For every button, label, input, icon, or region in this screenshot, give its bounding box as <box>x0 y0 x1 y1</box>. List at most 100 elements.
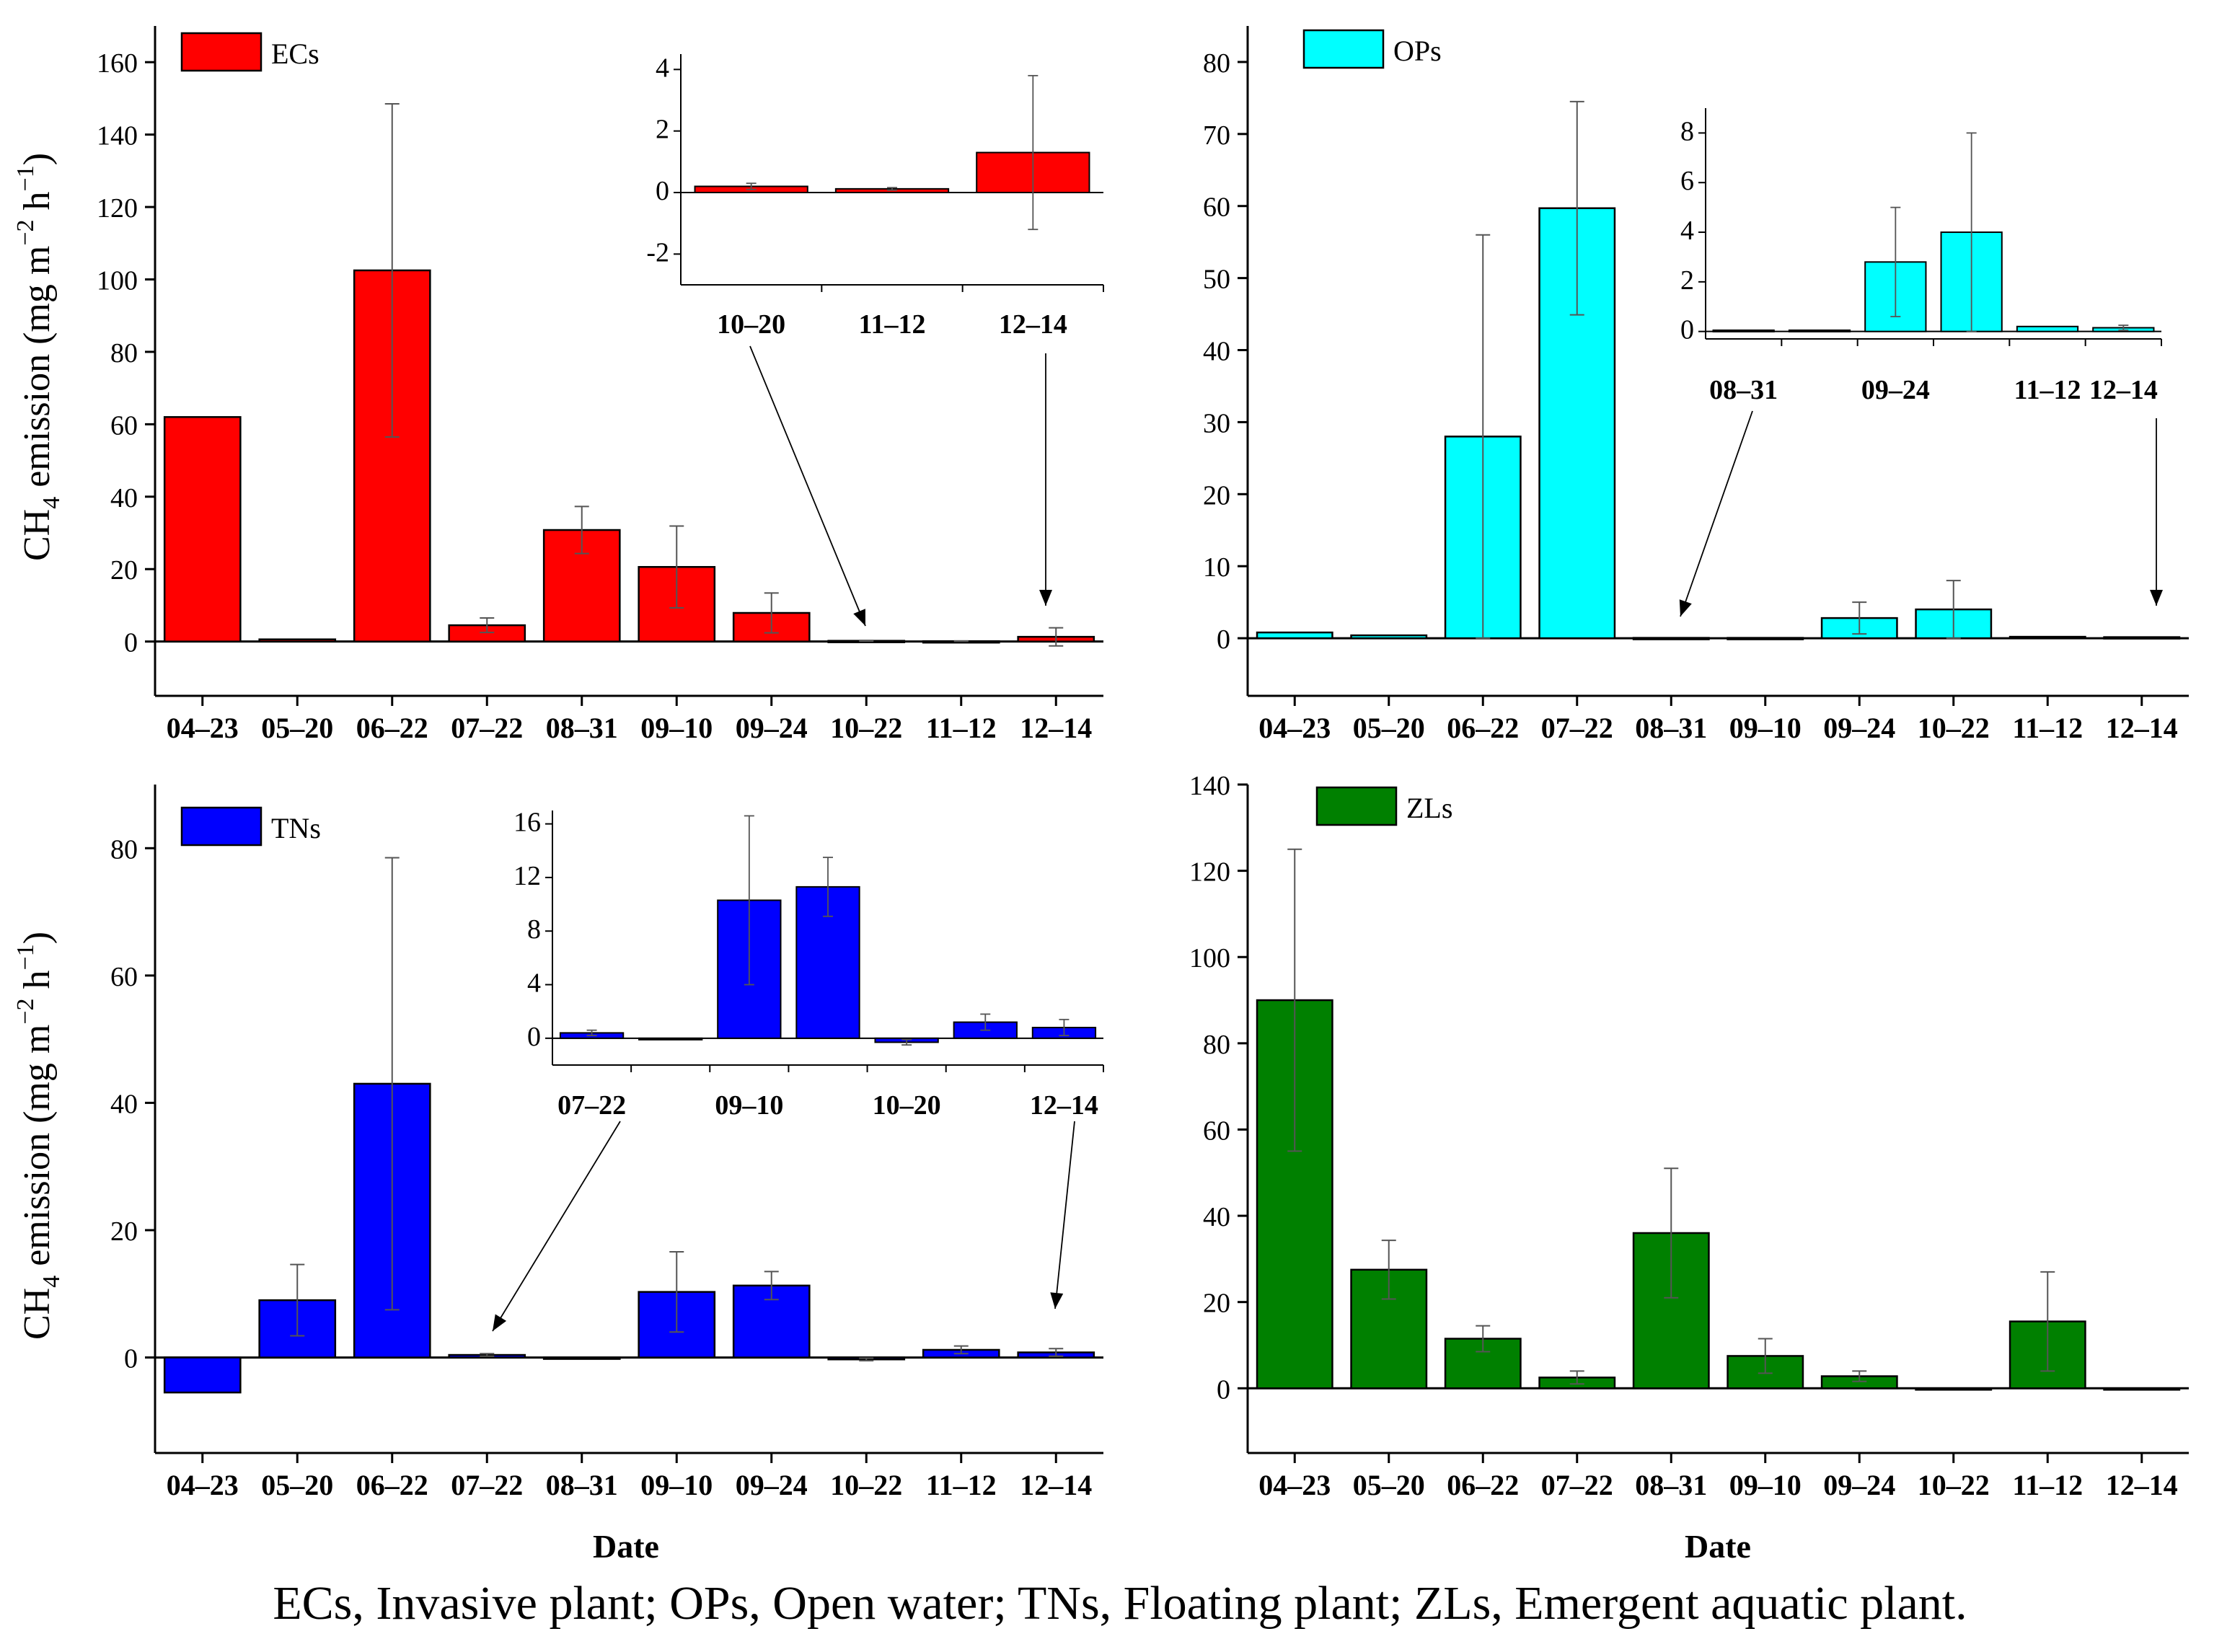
x-tick-label: 12–14 <box>2106 1469 2178 1501</box>
inset-arrow-head <box>493 1314 507 1331</box>
inset-y-tick-label: 4 <box>527 968 541 999</box>
y-tick-label: 60 <box>110 410 138 441</box>
inset-x-tick-label: 11–12 <box>859 309 926 340</box>
bar <box>1632 637 1710 640</box>
y-tick-label: 0 <box>124 628 138 658</box>
x-tick-label: 04–23 <box>1258 712 1331 744</box>
inset-x-tick-label: 10–20 <box>873 1090 941 1121</box>
inset-ecs: -2 0 2 4 10–20 11–12 12–14 <box>646 53 1104 627</box>
x-tick-label: 07–22 <box>451 712 523 744</box>
bar <box>1727 637 1804 640</box>
legend-swatch <box>180 806 263 847</box>
bar <box>163 416 242 642</box>
inset-arrow <box>492 1121 621 1332</box>
y-tick-label: 0 <box>1217 1374 1230 1405</box>
inset-y-tick-label: 8 <box>1680 116 1694 146</box>
x-tick-label: 11–12 <box>926 1469 997 1501</box>
y-axis-label: CH4 emission (mg m−2 h−1) <box>12 153 65 561</box>
x-tick-label: 09–10 <box>640 1469 713 1501</box>
bar <box>542 1356 621 1360</box>
inset-y-tick-label: 4 <box>1680 216 1694 246</box>
bar <box>1350 634 1428 640</box>
inset-arrow <box>1680 410 1753 617</box>
y-tick-label: 160 <box>97 48 138 79</box>
y-tick-label: 80 <box>110 834 138 865</box>
inset-arrow-head <box>1679 599 1692 617</box>
x-axis-title: Date <box>593 1528 659 1565</box>
bar <box>1915 1387 1993 1391</box>
panel-zls: 0 20 40 60 80 100 120 140 04–23 05–20 06–22 07–22 08… <box>1189 771 2189 1565</box>
x-tick-label: 12–14 <box>1020 712 1092 744</box>
x-tick-label: 06–22 <box>1447 1469 1519 1501</box>
inset-x-tick-label: 11–12 <box>2014 375 2081 405</box>
y-tick-label: 120 <box>97 193 138 224</box>
y-axis-label: CH4 emission (mg m−2 h−1) <box>12 932 65 1340</box>
inset-y-tick-label: -2 <box>646 237 669 268</box>
x-tick-label: 08–31 <box>1635 712 1707 744</box>
y-tick-label: 80 <box>1203 1030 1230 1060</box>
x-tick-label: 11–12 <box>2012 1469 2083 1501</box>
legend-swatch <box>1302 29 1385 69</box>
y-tick-label: 40 <box>110 1089 138 1119</box>
y-tick-label: 40 <box>1203 1202 1230 1232</box>
y-tick-label: 20 <box>110 555 138 586</box>
x-axis-title: Date <box>1685 1528 1751 1565</box>
y-tick-label: 0 <box>1217 624 1230 655</box>
inset-arrow <box>1054 1121 1075 1309</box>
y-tick-label: 40 <box>110 483 138 513</box>
x-tick-label: 05–20 <box>1353 1469 1425 1501</box>
inset-tns: 0 4 8 12 16 07–22 09–10 10–20 12–14 <box>492 808 1104 1332</box>
bar <box>2008 635 2086 640</box>
y-tick-label: 140 <box>97 121 138 151</box>
inset-y-tick-label: 2 <box>1680 265 1694 296</box>
inset-bar <box>638 1037 703 1041</box>
inset-x-tick-label: 10–20 <box>717 309 785 340</box>
y-tick-label: 20 <box>1203 1289 1230 1319</box>
y-tick-label: 0 <box>124 1344 138 1374</box>
inset-bar <box>2016 325 2079 332</box>
y-tick-label: 80 <box>1203 48 1230 79</box>
inset-y-tick-label: 12 <box>513 861 541 891</box>
inset-arrow-head <box>2150 590 2163 606</box>
y-tick-label: 20 <box>110 1216 138 1247</box>
legend-label: TNs <box>271 812 321 844</box>
inset-y-tick-label: 0 <box>527 1022 541 1052</box>
x-tick-label: 07–22 <box>1541 1469 1613 1501</box>
y-tick-label: 120 <box>1189 857 1230 888</box>
y-tick-label: 100 <box>97 266 138 296</box>
y-tick-label: 100 <box>1189 943 1230 973</box>
inset-y-tick-label: 0 <box>1680 315 1694 345</box>
inset-y-tick-label: 4 <box>656 53 669 83</box>
y-tick-label: 50 <box>1203 265 1230 295</box>
x-tick-label: 08–31 <box>546 712 618 744</box>
inset-bar <box>1712 329 1775 332</box>
legend-label: ECs <box>271 37 319 70</box>
inset-x-tick-label: 09–24 <box>1861 375 1930 405</box>
x-tick-label: 08–31 <box>546 1469 618 1501</box>
x-tick-label: 04–23 <box>1258 1469 1331 1501</box>
x-tick-label: 09–24 <box>736 712 808 744</box>
x-tick-label: 04–23 <box>167 712 239 744</box>
inset-x-tick-label: 08–31 <box>1709 375 1778 405</box>
y-tick-label: 30 <box>1203 408 1230 438</box>
x-tick-label: 07–22 <box>1541 712 1613 744</box>
bar <box>2103 1387 2181 1391</box>
x-tick-label: 10–22 <box>1918 1469 1990 1501</box>
bar <box>2103 636 2181 640</box>
y-tick-label: 140 <box>1189 771 1230 801</box>
legend-swatch <box>1315 786 1398 826</box>
x-tick-label: 09–10 <box>1729 712 1802 744</box>
y-tick-label: 10 <box>1203 552 1230 583</box>
x-tick-label: 05–20 <box>261 712 333 744</box>
inset-y-tick-label: 0 <box>656 176 669 206</box>
x-tick-label: 10–22 <box>830 1469 902 1501</box>
inset-arrow <box>749 345 866 627</box>
x-tick-label: 12–14 <box>2106 712 2178 744</box>
inset-x-tick-label: 09–10 <box>715 1090 783 1121</box>
bar <box>258 638 337 642</box>
inset-y-tick-label: 6 <box>1680 166 1694 196</box>
x-tick-label: 10–22 <box>1918 712 1990 744</box>
y-tick-label: 70 <box>1203 120 1230 151</box>
y-tick-label: 20 <box>1203 480 1230 511</box>
